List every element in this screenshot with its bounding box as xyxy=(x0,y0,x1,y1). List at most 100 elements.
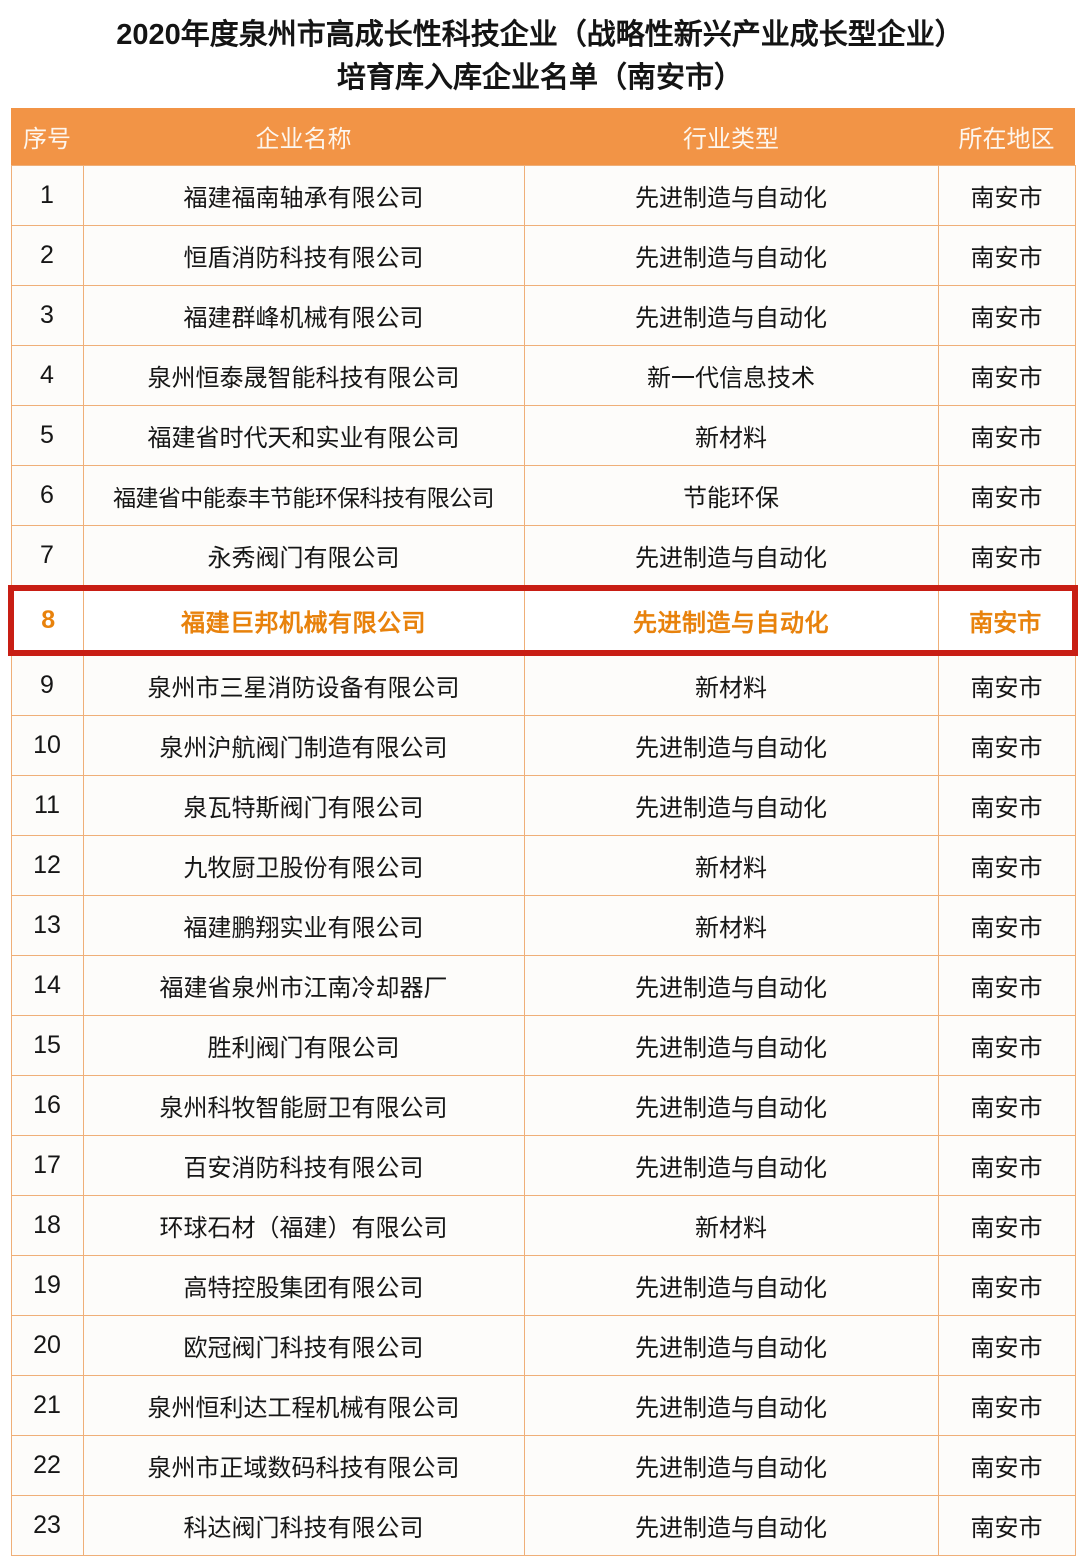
cell-industry: 先进制造与自动化 xyxy=(523,715,939,776)
cell-index: 20 xyxy=(10,1315,84,1376)
cell-area: 南安市 xyxy=(937,165,1076,226)
cell-industry: 节能环保 xyxy=(523,465,939,526)
cell-name: 泉瓦特斯阀门有限公司 xyxy=(82,775,525,836)
cell-index: 4 xyxy=(10,345,84,406)
cell-industry: 新一代信息技术 xyxy=(523,345,939,406)
table-row: 7 永秀阀门有限公司 先进制造与自动化 南安市 xyxy=(10,525,1076,589)
cell-industry: 先进制造与自动化 xyxy=(523,225,939,286)
table-row: 23 科达阀门科技有限公司 先进制造与自动化 南安市 xyxy=(10,1495,1076,1556)
cell-industry: 新材料 xyxy=(523,835,939,896)
cell-area: 南安市 xyxy=(937,715,1076,776)
table-row: 11 泉瓦特斯阀门有限公司 先进制造与自动化 南安市 xyxy=(10,775,1076,836)
cell-name: 胜利阀门有限公司 xyxy=(82,1015,525,1076)
cell-industry: 先进制造与自动化 xyxy=(523,525,939,589)
table-row: 21 泉州恒利达工程机械有限公司 先进制造与自动化 南安市 xyxy=(10,1375,1076,1436)
table-row: 5 福建省时代天和实业有限公司 新材料 南安市 xyxy=(10,405,1076,466)
table-header-row: 序号 企业名称 行业类型 所在地区 xyxy=(11,108,1075,166)
cell-area: 南安市 xyxy=(937,285,1076,346)
cell-industry: 先进制造与自动化 xyxy=(523,1495,939,1556)
cell-name: 九牧厨卫股份有限公司 xyxy=(82,835,525,896)
enterprise-list-table: 序号 企业名称 行业类型 所在地区 1 福建福南轴承有限公司 先进制造与自动化 南安市… xyxy=(8,108,1078,1556)
cell-area: 南安市 xyxy=(937,1015,1076,1076)
table-row: 17 百安消防科技有限公司 先进制造与自动化 南安市 xyxy=(10,1135,1076,1196)
cell-index: 21 xyxy=(10,1375,84,1436)
cell-index: 2 xyxy=(10,225,84,286)
cell-index: 13 xyxy=(10,895,84,956)
cell-industry: 先进制造与自动化 xyxy=(523,585,939,656)
cell-area: 南安市 xyxy=(937,345,1076,406)
cell-industry: 先进制造与自动化 xyxy=(523,955,939,1016)
cell-index: 1 xyxy=(10,165,84,226)
cell-name: 泉州科牧智能厨卫有限公司 xyxy=(82,1075,525,1136)
cell-name: 恒盾消防科技有限公司 xyxy=(82,225,525,286)
cell-index: 14 xyxy=(10,955,84,1016)
table-row: 3 福建群峰机械有限公司 先进制造与自动化 南安市 xyxy=(10,285,1076,346)
cell-name: 科达阀门科技有限公司 xyxy=(82,1495,525,1556)
cell-name: 欧冠阀门科技有限公司 xyxy=(82,1315,525,1376)
cell-area: 南安市 xyxy=(937,1255,1076,1316)
cell-name: 环球石材（福建）有限公司 xyxy=(82,1195,525,1256)
cell-area: 南安市 xyxy=(937,835,1076,896)
cell-index: 12 xyxy=(10,835,84,896)
cell-name: 泉州沪航阀门制造有限公司 xyxy=(82,715,525,776)
cell-area: 南安市 xyxy=(937,652,1076,716)
table-row: 10 泉州沪航阀门制造有限公司 先进制造与自动化 南安市 xyxy=(10,715,1076,776)
cell-area: 南安市 xyxy=(937,1435,1076,1496)
table-row: 22 泉州市正域数码科技有限公司 先进制造与自动化 南安市 xyxy=(10,1435,1076,1496)
table-body: 1 福建福南轴承有限公司 先进制造与自动化 南安市 2 恒盾消防科技有限公司 先进制造与自动… xyxy=(8,165,1078,1556)
cell-name: 高特控股集团有限公司 xyxy=(82,1255,525,1316)
page-title: 2020年度泉州市高成长性科技企业（战略性新兴产业成长型企业） 培育库入库企业名… xyxy=(0,0,1080,108)
cell-area: 南安市 xyxy=(937,1075,1076,1136)
table-row: 19 高特控股集团有限公司 先进制造与自动化 南安市 xyxy=(10,1255,1076,1316)
cell-industry: 新材料 xyxy=(523,405,939,466)
cell-index: 9 xyxy=(10,652,84,716)
cell-industry: 新材料 xyxy=(523,895,939,956)
table-row: 4 泉州恒泰晟智能科技有限公司 新一代信息技术 南安市 xyxy=(10,345,1076,406)
cell-name: 福建省中能泰丰节能环保科技有限公司 xyxy=(82,465,525,526)
cell-industry: 先进制造与自动化 xyxy=(523,1135,939,1196)
table-header: 序号 企业名称 行业类型 所在地区 xyxy=(11,108,1075,166)
cell-index: 7 xyxy=(10,525,84,589)
cell-index: 19 xyxy=(10,1255,84,1316)
table-row: 1 福建福南轴承有限公司 先进制造与自动化 南安市 xyxy=(10,165,1076,226)
cell-area: 南安市 xyxy=(937,465,1076,526)
table-row: 6 福建省中能泰丰节能环保科技有限公司 节能环保 南安市 xyxy=(10,465,1076,526)
column-header-area: 所在地区 xyxy=(938,108,1075,166)
cell-industry: 先进制造与自动化 xyxy=(523,285,939,346)
cell-industry: 先进制造与自动化 xyxy=(523,1435,939,1496)
cell-area: 南安市 xyxy=(937,585,1078,656)
table-row: 16 泉州科牧智能厨卫有限公司 先进制造与自动化 南安市 xyxy=(10,1075,1076,1136)
cell-name: 福建省时代天和实业有限公司 xyxy=(82,405,525,466)
cell-index: 16 xyxy=(10,1075,84,1136)
cell-index: 15 xyxy=(10,1015,84,1076)
cell-name: 福建鹏翔实业有限公司 xyxy=(82,895,525,956)
cell-industry: 先进制造与自动化 xyxy=(523,1255,939,1316)
cell-name: 福建福南轴承有限公司 xyxy=(82,165,525,226)
table-row: 20 欧冠阀门科技有限公司 先进制造与自动化 南安市 xyxy=(10,1315,1076,1376)
cell-name: 百安消防科技有限公司 xyxy=(82,1135,525,1196)
table-row: 2 恒盾消防科技有限公司 先进制造与自动化 南安市 xyxy=(10,225,1076,286)
table-row: 15 胜利阀门有限公司 先进制造与自动化 南安市 xyxy=(10,1015,1076,1076)
cell-area: 南安市 xyxy=(937,1495,1076,1556)
cell-area: 南安市 xyxy=(937,1195,1076,1256)
cell-area: 南安市 xyxy=(937,955,1076,1016)
cell-index: 23 xyxy=(10,1495,84,1556)
cell-area: 南安市 xyxy=(937,1315,1076,1376)
table-row: 12 九牧厨卫股份有限公司 新材料 南安市 xyxy=(10,835,1076,896)
cell-name: 泉州市正域数码科技有限公司 xyxy=(82,1435,525,1496)
cell-index: 3 xyxy=(10,285,84,346)
cell-industry: 先进制造与自动化 xyxy=(523,1315,939,1376)
cell-name: 泉州市三星消防设备有限公司 xyxy=(82,652,525,716)
cell-index: 10 xyxy=(10,715,84,776)
cell-area: 南安市 xyxy=(937,225,1076,286)
cell-index: 8 xyxy=(8,585,84,656)
table-row: 18 环球石材（福建）有限公司 新材料 南安市 xyxy=(10,1195,1076,1256)
table-row: 13 福建鹏翔实业有限公司 新材料 南安市 xyxy=(10,895,1076,956)
enterprise-list-table-wrapper: 序号 企业名称 行业类型 所在地区 1 福建福南轴承有限公司 先进制造与自动化 南安市… xyxy=(0,108,1080,1556)
cell-industry: 先进制造与自动化 xyxy=(523,1375,939,1436)
cell-index: 5 xyxy=(10,405,84,466)
cell-industry: 先进制造与自动化 xyxy=(523,775,939,836)
cell-area: 南安市 xyxy=(937,895,1076,956)
cell-area: 南安市 xyxy=(937,775,1076,836)
table-row: 14 福建省泉州市江南冷却器厂 先进制造与自动化 南安市 xyxy=(10,955,1076,1016)
